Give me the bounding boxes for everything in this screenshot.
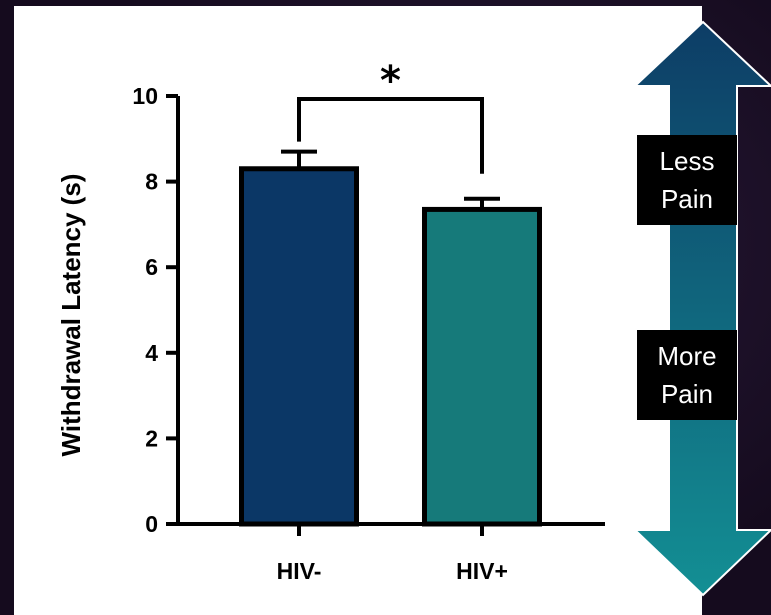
annotations: * (297, 58, 484, 174)
more-pain-line2: Pain (660, 379, 714, 409)
bar (422, 206, 542, 527)
y-tick-label: 6 (145, 254, 158, 280)
pain-scale-arrow (632, 20, 771, 597)
bar (239, 166, 359, 527)
y-tick-label: 0 (145, 511, 158, 537)
more-pain-line1: More (657, 341, 717, 371)
y-tick-label: 10 (132, 83, 158, 109)
y-axis-title: Withdrawal Latency (s) (56, 174, 86, 457)
more-pain-callout: More Pain (637, 330, 737, 420)
y-tick-label: 4 (145, 340, 158, 366)
y-tick-label: 8 (145, 169, 158, 195)
significance-bracket (297, 97, 484, 174)
less-pain-line1: Less (659, 146, 715, 176)
significance-label: * (380, 58, 401, 104)
y-tick-label: 2 (145, 425, 158, 451)
x-tick-label: HIV+ (456, 558, 508, 584)
less-pain-line2: Pain (660, 184, 714, 214)
x-tick-label: HIV- (277, 558, 322, 584)
x-ticks: HIV- HIV+ (277, 524, 508, 584)
y-ticks: 0 2 4 6 8 10 (132, 83, 178, 537)
less-pain-callout: Less Pain (637, 135, 737, 225)
bars (239, 149, 542, 527)
